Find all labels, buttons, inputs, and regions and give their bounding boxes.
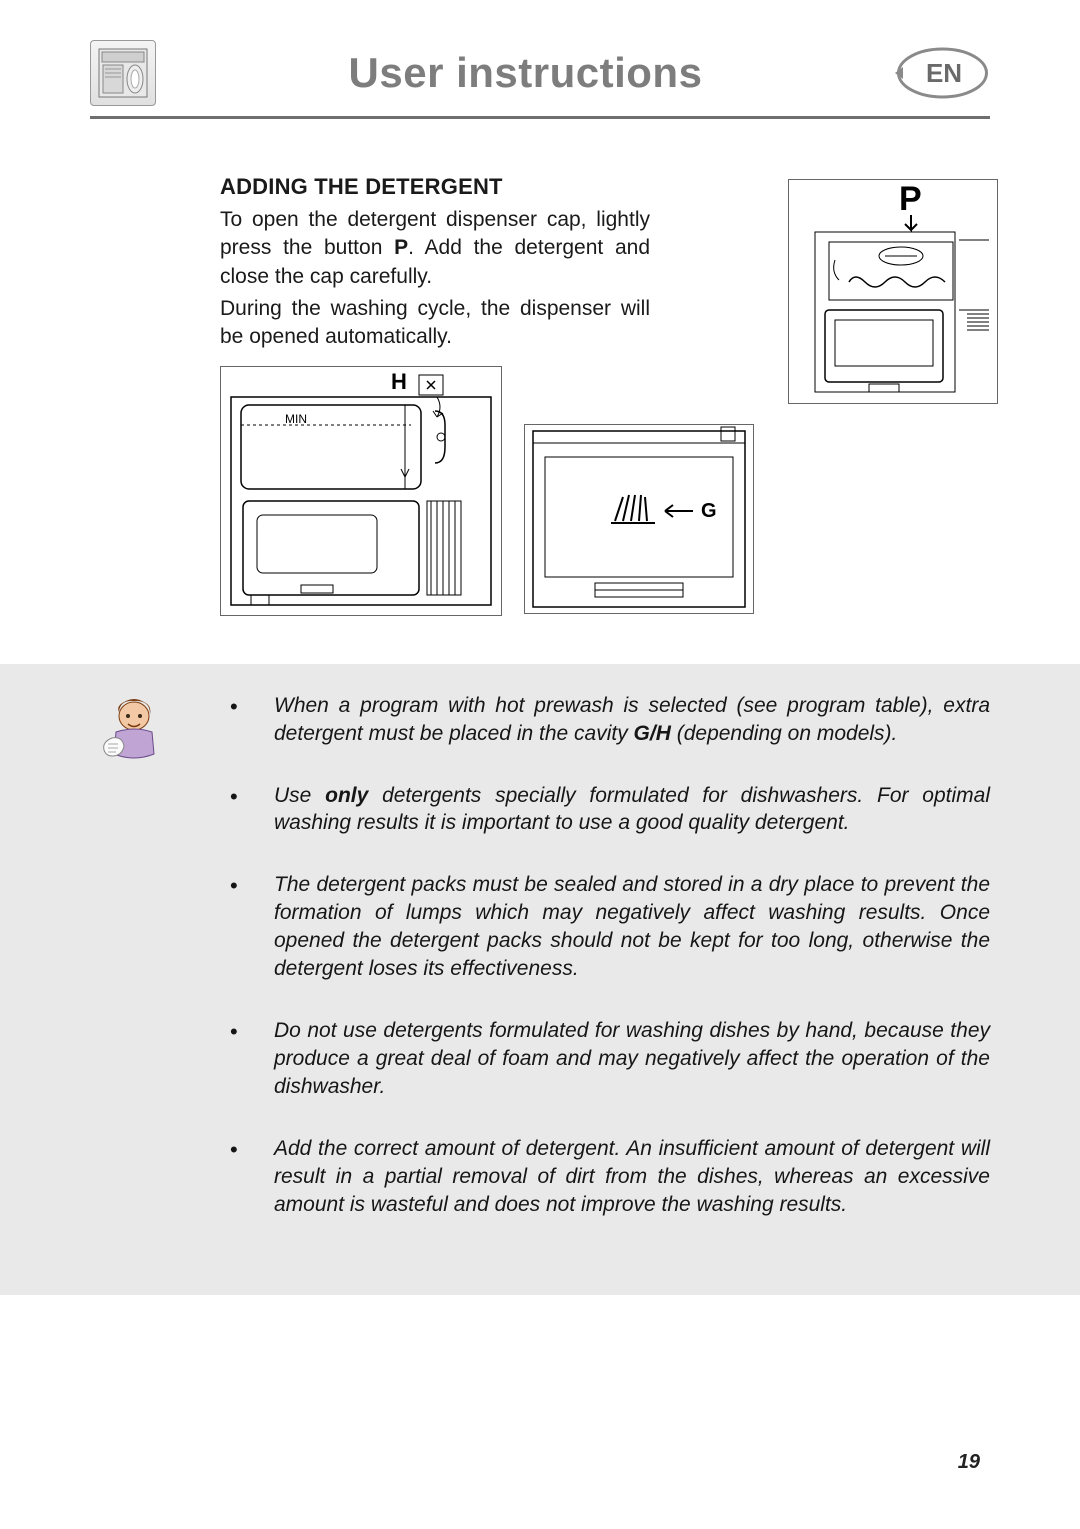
page: User instructions EN ADDING THE DETERGEN…	[0, 0, 1080, 1529]
tip-item: Add the correct amount of detergent. An …	[230, 1135, 990, 1219]
intro-paragraphs: To open the detergent dispenser cap, lig…	[220, 206, 650, 352]
tip-item: When a program with hot prewash is selec…	[230, 692, 990, 748]
svg-text:H: H	[391, 369, 407, 394]
content-area: ADDING THE DETERGENT To open the deterge…	[90, 174, 990, 616]
tip-text: (depending on models).	[671, 722, 897, 745]
tip-bold: only	[325, 784, 368, 807]
language-badge-en: EN	[895, 46, 990, 100]
header-rule	[90, 116, 990, 119]
intro-paragraph-1: To open the detergent dispenser cap, lig…	[220, 206, 650, 291]
tip-bold: G/H	[634, 722, 671, 745]
dishwasher-icon	[90, 40, 156, 106]
tip-text: Use	[274, 784, 325, 807]
figure-h: H MIN	[220, 366, 502, 616]
tip-item: Do not use detergents formulated for was…	[230, 1017, 990, 1101]
tip-item: The detergent packs must be sealed and s…	[230, 871, 990, 983]
page-number: 19	[958, 1451, 980, 1474]
svg-text:MIN: MIN	[285, 412, 307, 426]
tip-text: Do not use detergents formulated for was…	[274, 1019, 990, 1098]
tips-character-icon	[100, 696, 172, 768]
svg-text:G: G	[701, 500, 717, 522]
tips-list: When a program with hot prewash is selec…	[90, 692, 990, 1219]
intro-block: ADDING THE DETERGENT To open the deterge…	[220, 174, 990, 616]
intro-paragraph-2: During the washing cycle, the dispenser …	[220, 295, 650, 352]
header: User instructions EN	[90, 40, 990, 106]
figure-g: G	[524, 424, 754, 614]
figure-p: P	[788, 179, 998, 404]
tip-text: The detergent packs must be sealed and s…	[274, 873, 990, 980]
button-p-ref: P	[394, 236, 408, 259]
svg-text:EN: EN	[926, 58, 962, 88]
tip-item: Use only detergents specially formulated…	[230, 782, 990, 838]
tip-text: Add the correct amount of detergent. An …	[274, 1137, 990, 1216]
svg-text:P: P	[899, 180, 922, 218]
tip-text: detergents specially formulated for dish…	[274, 784, 990, 835]
page-title: User instructions	[156, 49, 895, 97]
tips-block: When a program with hot prewash is selec…	[0, 664, 1080, 1295]
